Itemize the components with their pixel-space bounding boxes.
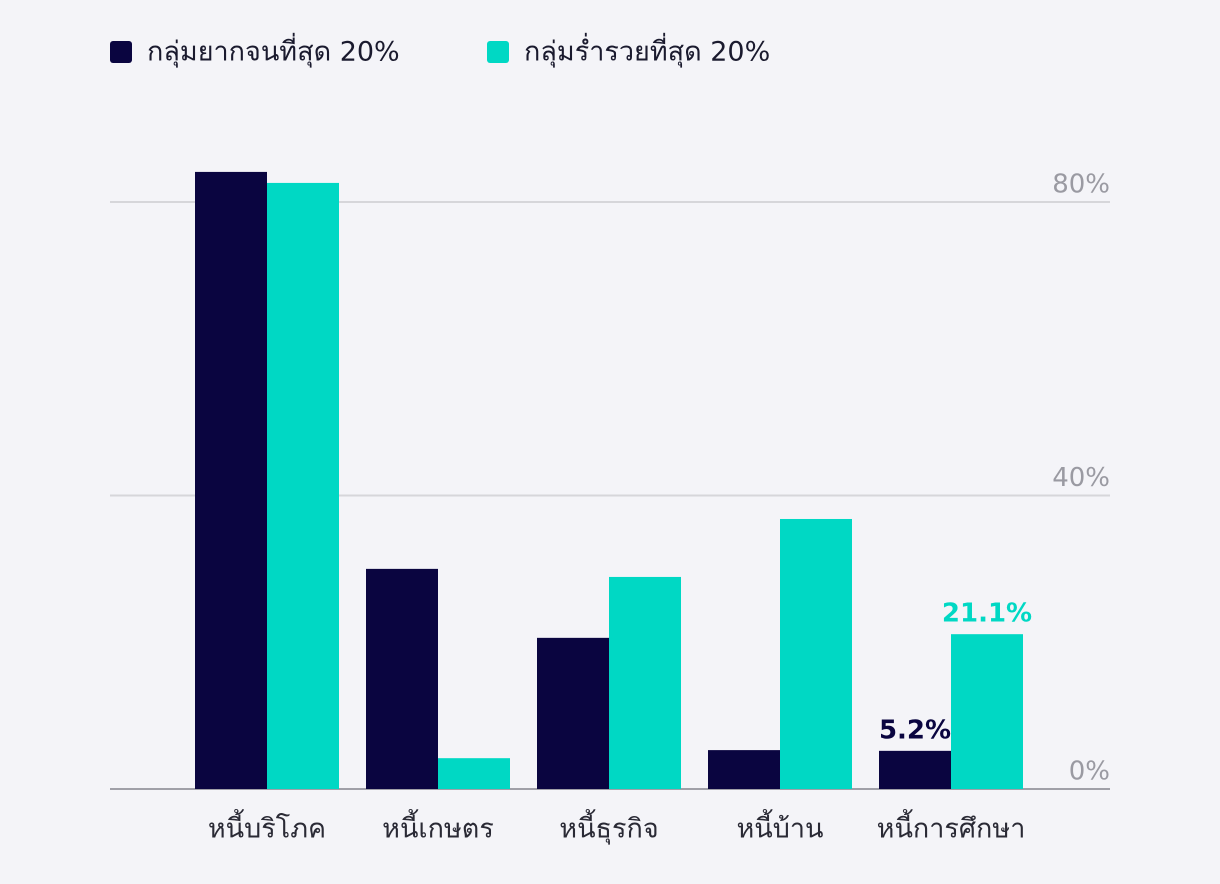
data-label: 21.1% [942,599,1032,629]
bar [879,750,951,789]
y-tick-label: 40% [1052,463,1110,493]
bar [609,576,681,789]
bar [537,637,609,789]
legend-swatch [487,41,509,63]
x-tick-label: หนี้การศึกษา [877,809,1026,845]
y-tick-label: 80% [1052,170,1110,200]
x-tick-label: หนี้ธุรกิจ [559,809,658,846]
data-label: 5.2% [879,715,951,745]
bar [438,758,510,789]
bar [195,171,267,789]
x-tick-label: หนี้บ้าน [736,809,823,845]
legend-swatch [110,41,132,63]
bar [708,750,780,789]
bar [366,568,438,789]
x-tick-label: หนี้เกษตร [382,809,494,845]
x-tick-label: หนี้บริโภค [208,809,326,845]
bar [951,634,1023,789]
bar [267,182,339,790]
bar [780,518,852,789]
y-tick-label: 0% [1069,757,1110,787]
legend-label: กลุ่มร่ำรวยที่สุด 20% [524,33,770,69]
legend-label: กลุ่มยากจนที่สุด 20% [147,33,400,69]
